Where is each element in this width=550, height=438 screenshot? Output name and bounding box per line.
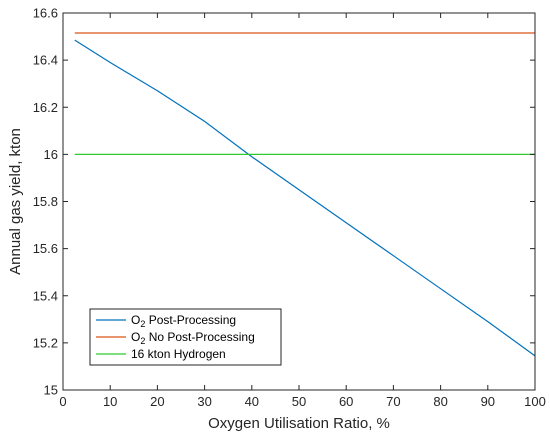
- x-tick-label: 60: [339, 394, 353, 409]
- y-tick-label: 16: [44, 147, 58, 162]
- legend-label-main: O: [131, 313, 140, 327]
- x-tick-label: 100: [524, 394, 546, 409]
- x-tick-label: 80: [433, 394, 447, 409]
- y-tick-label: 15.2: [33, 335, 58, 350]
- legend-label-3: 16 kton Hydrogen: [131, 347, 226, 361]
- legend-label-subscript: 2: [140, 336, 145, 346]
- y-tick-label: 15.8: [33, 194, 58, 209]
- x-tick-label: 70: [386, 394, 400, 409]
- legend-label-rest: No Post-Processing: [145, 330, 254, 344]
- y-tick-label: 16.2: [33, 100, 58, 115]
- x-axis-label: Oxygen Utilisation Ratio, %: [208, 415, 390, 432]
- legend-label-rest: Post-Processing: [145, 313, 236, 327]
- legend-label-subscript: 2: [140, 319, 145, 329]
- series-layer: [74, 32, 536, 357]
- series-line-1: [74, 39, 536, 357]
- x-tick-label: 0: [59, 394, 66, 409]
- x-tick-label: 50: [292, 394, 306, 409]
- y-axis-label: Annual gas yield, kton: [7, 128, 24, 275]
- legend-label-main: 16 kton Hydrogen: [131, 347, 226, 361]
- x-tick-label: 90: [481, 394, 495, 409]
- x-tick-label: 30: [197, 394, 211, 409]
- ticks-layer: 0 10 20 30 40 50 60 70 80 90 100 15 15.2 15.4 15.6 15.8…: [33, 6, 546, 410]
- y-tick-label: 15.6: [33, 241, 58, 256]
- legend-label-2: O2 No Post-Processing: [131, 330, 255, 346]
- legend-label-1: O2 Post-Processing: [131, 313, 236, 329]
- x-tick-label: 40: [245, 394, 259, 409]
- y-tick-label: 15.4: [33, 288, 58, 303]
- y-tick-label: 16.6: [33, 6, 58, 21]
- legend-label-main: O: [131, 330, 140, 344]
- y-tick-label: 16.4: [33, 53, 58, 68]
- x-tick-label: 10: [103, 394, 117, 409]
- y-tick-label: 15: [44, 383, 58, 398]
- x-tick-label: 20: [150, 394, 164, 409]
